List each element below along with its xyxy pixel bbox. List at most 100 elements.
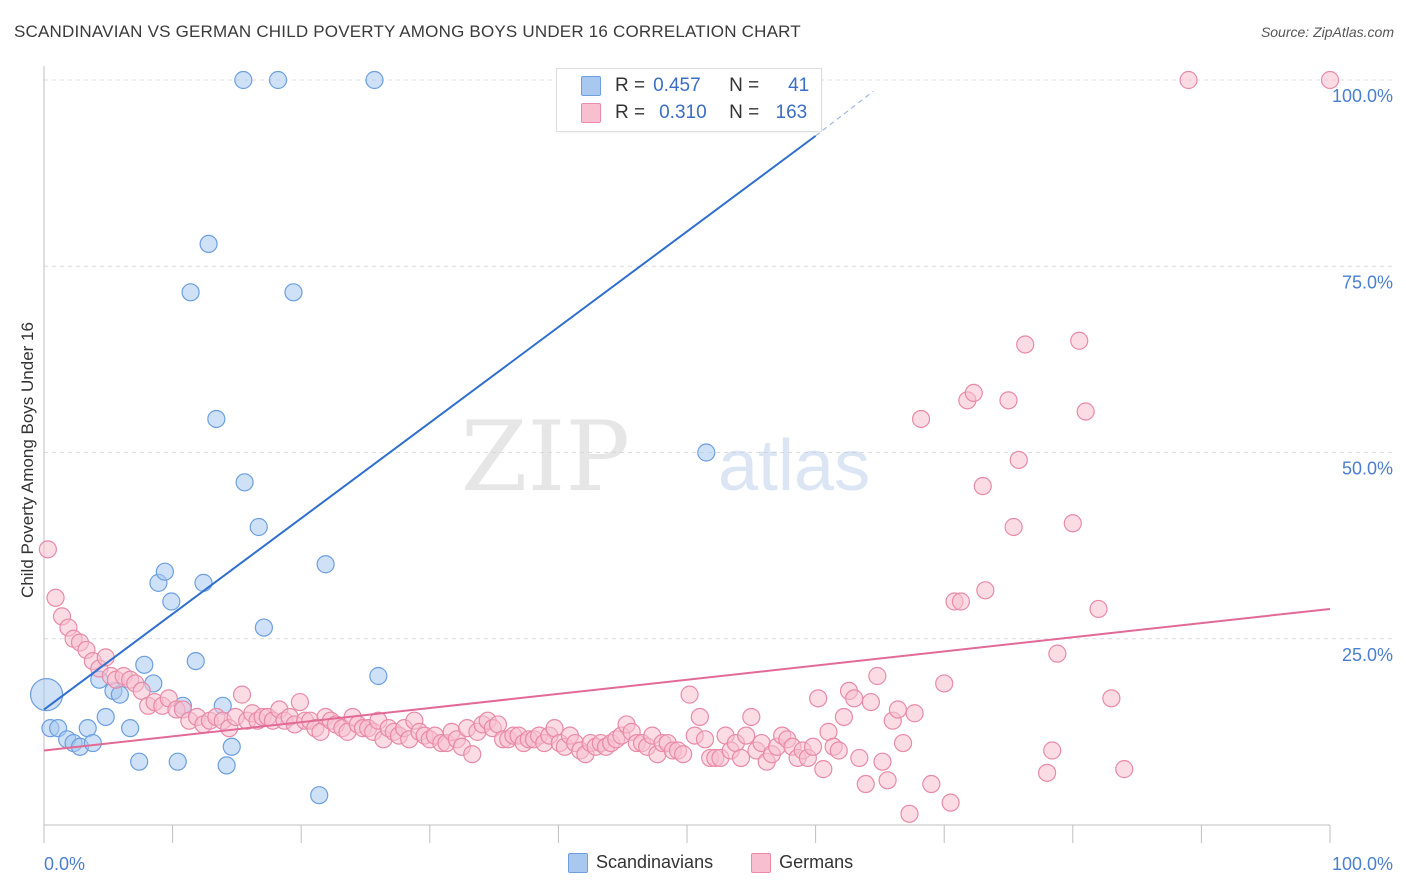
data-point (878, 771, 897, 790)
x-tick-label: 100.0% (1332, 854, 1393, 874)
data-point (96, 707, 115, 727)
data-point (217, 756, 236, 775)
series-germans (38, 70, 1340, 823)
data-point (222, 737, 241, 756)
stats-row-scandinavians: R = 0.457 N = 41 (581, 75, 809, 97)
data-point (310, 786, 329, 805)
stats-r-value: 0.310 (659, 102, 707, 123)
watermark-zip: ZIP (461, 401, 630, 513)
data-point (1043, 741, 1062, 760)
data-point (856, 774, 875, 794)
data-point (922, 774, 941, 794)
data-point (46, 588, 65, 607)
data-point (905, 704, 924, 723)
y-tick-label: 50.0% (1342, 459, 1393, 479)
legend-label-germans: Germans (779, 852, 854, 872)
data-point (1016, 335, 1035, 354)
data-point (181, 283, 200, 302)
data-point (235, 473, 254, 492)
stats-swatch-germans (581, 103, 601, 123)
data-point (199, 234, 218, 253)
stats-r-label: R = (615, 75, 646, 96)
data-point (207, 409, 226, 429)
y-tick-label: 100.0% (1332, 86, 1393, 106)
data-point (680, 685, 699, 704)
data-point (674, 745, 693, 764)
data-point (121, 719, 140, 738)
data-point (1179, 70, 1198, 90)
data-point (168, 752, 187, 771)
y-tick-label: 75.0% (1342, 272, 1393, 292)
data-point (135, 655, 154, 674)
data-point (941, 793, 960, 812)
source-credit: Source: ZipAtlas.com (1260, 24, 1394, 40)
data-point (1115, 760, 1134, 779)
legend: Scandinavians Germans (568, 852, 881, 873)
data-point (369, 666, 388, 686)
data-point (888, 700, 908, 719)
data-point (951, 592, 971, 611)
stats-n-label: N = (729, 102, 760, 123)
legend-swatch-germans (751, 852, 772, 873)
data-point (234, 70, 253, 90)
trend-line (43, 135, 817, 711)
data-point (365, 70, 384, 90)
data-point (110, 685, 129, 704)
data-point (1089, 599, 1108, 619)
data-point (850, 748, 869, 768)
data-point (861, 692, 880, 712)
data-point (976, 581, 995, 600)
data-point (316, 555, 335, 574)
data-point (814, 760, 833, 779)
stats-r-value: 0.457 (653, 75, 701, 96)
data-point (29, 678, 64, 712)
data-point (162, 592, 181, 611)
data-point (38, 540, 57, 559)
data-point (893, 733, 913, 753)
data-point (964, 383, 983, 402)
data-point (809, 689, 828, 708)
watermark-atlas: atlas (718, 426, 870, 506)
legend-item-germans[interactable]: Germans (751, 852, 853, 873)
stats-row-germans: R = 0.310 N = 163 (581, 102, 808, 124)
data-point (1004, 517, 1023, 537)
data-point (254, 618, 274, 637)
legend-item-scandinavians[interactable]: Scandinavians (568, 852, 713, 873)
data-point (186, 651, 205, 671)
legend-label-scandinavians: Scandinavians (596, 852, 714, 872)
data-point (268, 70, 288, 90)
stats-n-label: N = (729, 75, 760, 96)
x-tick-label: 0.0% (44, 854, 85, 874)
data-point (1320, 70, 1340, 90)
y-tick-label: 25.0% (1342, 645, 1393, 665)
data-point (1063, 514, 1082, 533)
data-point (463, 745, 482, 764)
trend-line-extension (815, 90, 874, 137)
data-point (1076, 402, 1095, 421)
data-point (290, 692, 310, 712)
stats-r-label: R = (615, 102, 646, 123)
data-point (155, 562, 174, 581)
data-point (232, 685, 252, 704)
data-point (935, 674, 954, 693)
data-point (1102, 689, 1121, 708)
data-point (83, 733, 102, 753)
data-point (697, 443, 716, 462)
stats-n-value: 163 (775, 102, 808, 123)
y-axis-label: Child Poverty Among Boys Under 16 (18, 322, 37, 598)
data-point (731, 748, 751, 768)
legend-swatch-scandinavians (568, 852, 588, 873)
data-point (130, 752, 149, 771)
chart-title: SCANDINAVIAN VS GERMAN CHILD POVERTY AMO… (14, 22, 801, 41)
data-point (690, 707, 709, 727)
data-point (900, 804, 919, 823)
data-point (873, 752, 892, 771)
data-point (868, 666, 887, 686)
data-point (973, 476, 992, 496)
stats-box: R = 0.457 N = 41 R = 0.310 N = 163 (556, 68, 822, 132)
trend-line (43, 607, 1331, 752)
data-point (803, 737, 823, 756)
data-point (284, 283, 303, 302)
data-point (834, 707, 853, 727)
